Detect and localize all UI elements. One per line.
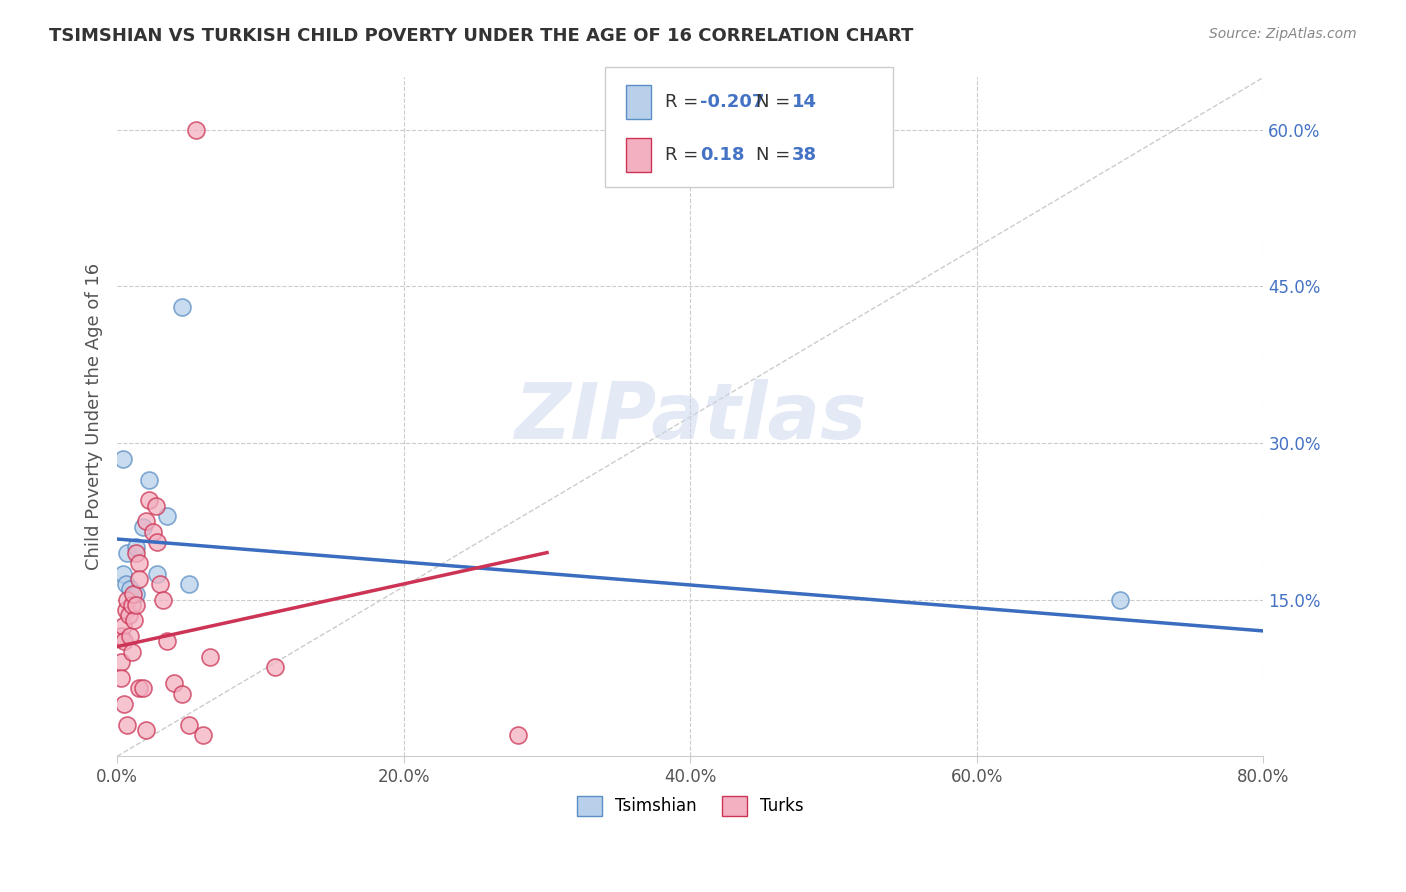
Point bbox=[170, 687, 193, 701]
Point bbox=[125, 598, 148, 612]
Point bbox=[508, 728, 530, 742]
Point bbox=[125, 587, 148, 601]
Point bbox=[111, 566, 134, 581]
Text: 0.18: 0.18 bbox=[700, 146, 745, 164]
Point bbox=[135, 723, 157, 738]
Point bbox=[112, 697, 135, 711]
Text: -0.207: -0.207 bbox=[700, 93, 765, 111]
Point bbox=[120, 629, 142, 643]
Point bbox=[125, 541, 148, 555]
Point bbox=[122, 587, 145, 601]
Point bbox=[1109, 592, 1132, 607]
Point bbox=[111, 451, 134, 466]
Point bbox=[135, 514, 157, 528]
Point bbox=[128, 556, 150, 570]
Point bbox=[177, 718, 200, 732]
Point bbox=[263, 660, 285, 674]
Point bbox=[142, 524, 165, 539]
Point bbox=[138, 473, 160, 487]
Text: ZIPatlas: ZIPatlas bbox=[515, 379, 866, 455]
Point bbox=[149, 577, 172, 591]
Point bbox=[156, 634, 179, 648]
Point bbox=[111, 618, 134, 632]
Point bbox=[146, 566, 169, 581]
Point bbox=[128, 572, 150, 586]
Point bbox=[125, 546, 148, 560]
Text: Source: ZipAtlas.com: Source: ZipAtlas.com bbox=[1209, 27, 1357, 41]
Point bbox=[110, 671, 132, 685]
Point bbox=[114, 603, 136, 617]
Text: 14: 14 bbox=[792, 93, 817, 111]
Point bbox=[170, 300, 193, 314]
Text: N =: N = bbox=[756, 93, 796, 111]
Text: N =: N = bbox=[756, 146, 796, 164]
Point bbox=[121, 598, 143, 612]
Text: 38: 38 bbox=[792, 146, 817, 164]
Text: TSIMSHIAN VS TURKISH CHILD POVERTY UNDER THE AGE OF 16 CORRELATION CHART: TSIMSHIAN VS TURKISH CHILD POVERTY UNDER… bbox=[49, 27, 914, 45]
Point bbox=[146, 535, 169, 549]
Text: R =: R = bbox=[665, 146, 704, 164]
Legend: Tsimshian, Turks: Tsimshian, Turks bbox=[571, 789, 810, 822]
Point bbox=[118, 608, 141, 623]
Point bbox=[138, 493, 160, 508]
Point bbox=[132, 519, 155, 533]
Point bbox=[128, 681, 150, 696]
Point bbox=[152, 592, 174, 607]
Point bbox=[120, 582, 142, 597]
Point bbox=[200, 650, 222, 665]
Point bbox=[132, 681, 155, 696]
Point bbox=[114, 577, 136, 591]
Y-axis label: Child Poverty Under the Age of 16: Child Poverty Under the Age of 16 bbox=[86, 263, 103, 570]
Point bbox=[124, 614, 146, 628]
Point bbox=[177, 577, 200, 591]
Point bbox=[163, 676, 186, 690]
Point bbox=[112, 634, 135, 648]
Point bbox=[110, 629, 132, 643]
Point bbox=[145, 499, 167, 513]
Point bbox=[115, 546, 138, 560]
Text: R =: R = bbox=[665, 93, 704, 111]
Point bbox=[121, 645, 143, 659]
Point bbox=[184, 122, 207, 136]
Point bbox=[110, 655, 132, 669]
Point bbox=[115, 592, 138, 607]
Point bbox=[191, 728, 214, 742]
Point bbox=[115, 718, 138, 732]
Point bbox=[156, 509, 179, 524]
